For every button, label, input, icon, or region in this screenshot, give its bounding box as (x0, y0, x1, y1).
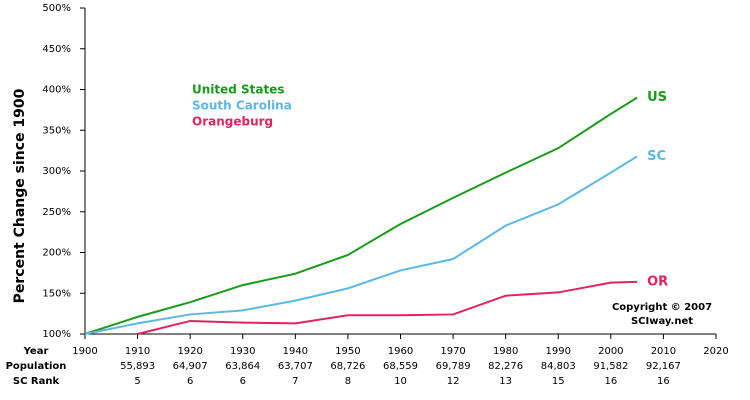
x-tick-label: 2010 (651, 346, 676, 357)
x-tick-label: 1980 (493, 346, 518, 357)
population-cell: 69,789 (436, 361, 471, 372)
y-tick-label: 250% (42, 207, 71, 218)
rank-row-label: SC Rank (13, 376, 60, 387)
end-label: US (647, 90, 667, 105)
population-cell: 63,707 (278, 361, 313, 372)
end-label: SC (647, 149, 666, 164)
y-tick-label: 100% (42, 329, 71, 340)
legend-entry: Orangeburg (192, 115, 273, 129)
x-tick-label: 1930 (230, 346, 255, 357)
rank-cell: 8 (345, 376, 351, 387)
population-cell: 91,582 (593, 361, 628, 372)
end-label: OR (647, 274, 668, 289)
series-line (137, 280, 638, 335)
x-tick-label: 1940 (283, 346, 308, 357)
year-row-label: Year (23, 346, 49, 357)
y-tick-label: 300% (42, 166, 71, 177)
copyright: Copyright © 2007 (612, 302, 712, 313)
population-cell: 92,167 (646, 361, 681, 372)
source: SCIway.net (631, 316, 693, 327)
x-tick-label: 1910 (125, 346, 150, 357)
x-tick-label: 1970 (440, 346, 465, 357)
x-tick-label: 2000 (598, 346, 623, 357)
population-cell: 82,276 (488, 361, 523, 372)
rank-cell: 13 (499, 376, 512, 387)
rank-cell: 10 (394, 376, 407, 387)
y-tick-label: 500% (42, 3, 71, 14)
legend-entry: United States (192, 83, 285, 97)
x-tick-label: 1960 (388, 346, 413, 357)
series-line (84, 155, 638, 335)
y-axis-label: Percent Change since 1900 (12, 88, 28, 303)
population-cell: 84,803 (541, 361, 576, 372)
population-cell: 68,559 (383, 361, 418, 372)
population-row-label: Population (6, 361, 67, 372)
population-cell: 68,726 (330, 361, 365, 372)
x-tick-label: 1950 (335, 346, 360, 357)
rank-cell: 7 (292, 376, 298, 387)
x-tick-label: 1900 (72, 346, 97, 357)
y-tick-label: 350% (42, 125, 71, 136)
rank-cell: 12 (447, 376, 460, 387)
legend-entry: South Carolina (192, 99, 292, 113)
x-tick-label: 2020 (703, 346, 728, 357)
rank-cell: 15 (552, 376, 565, 387)
y-tick-label: 400% (42, 85, 71, 96)
rank-cell: 16 (604, 376, 617, 387)
rank-cell: 16 (657, 376, 670, 387)
y-tick-label: 150% (42, 288, 71, 299)
rank-cell: 6 (240, 376, 246, 387)
rank-cell: 6 (187, 376, 193, 387)
population-cell: 55,893 (120, 361, 155, 372)
y-tick-label: 450% (42, 44, 71, 55)
x-tick-label: 1990 (546, 346, 571, 357)
series-line (84, 96, 638, 335)
population-cell: 63,864 (225, 361, 260, 372)
population-cell: 64,907 (173, 361, 208, 372)
rank-cell: 5 (134, 376, 140, 387)
x-tick-label: 1920 (177, 346, 202, 357)
y-tick-label: 200% (42, 248, 71, 259)
